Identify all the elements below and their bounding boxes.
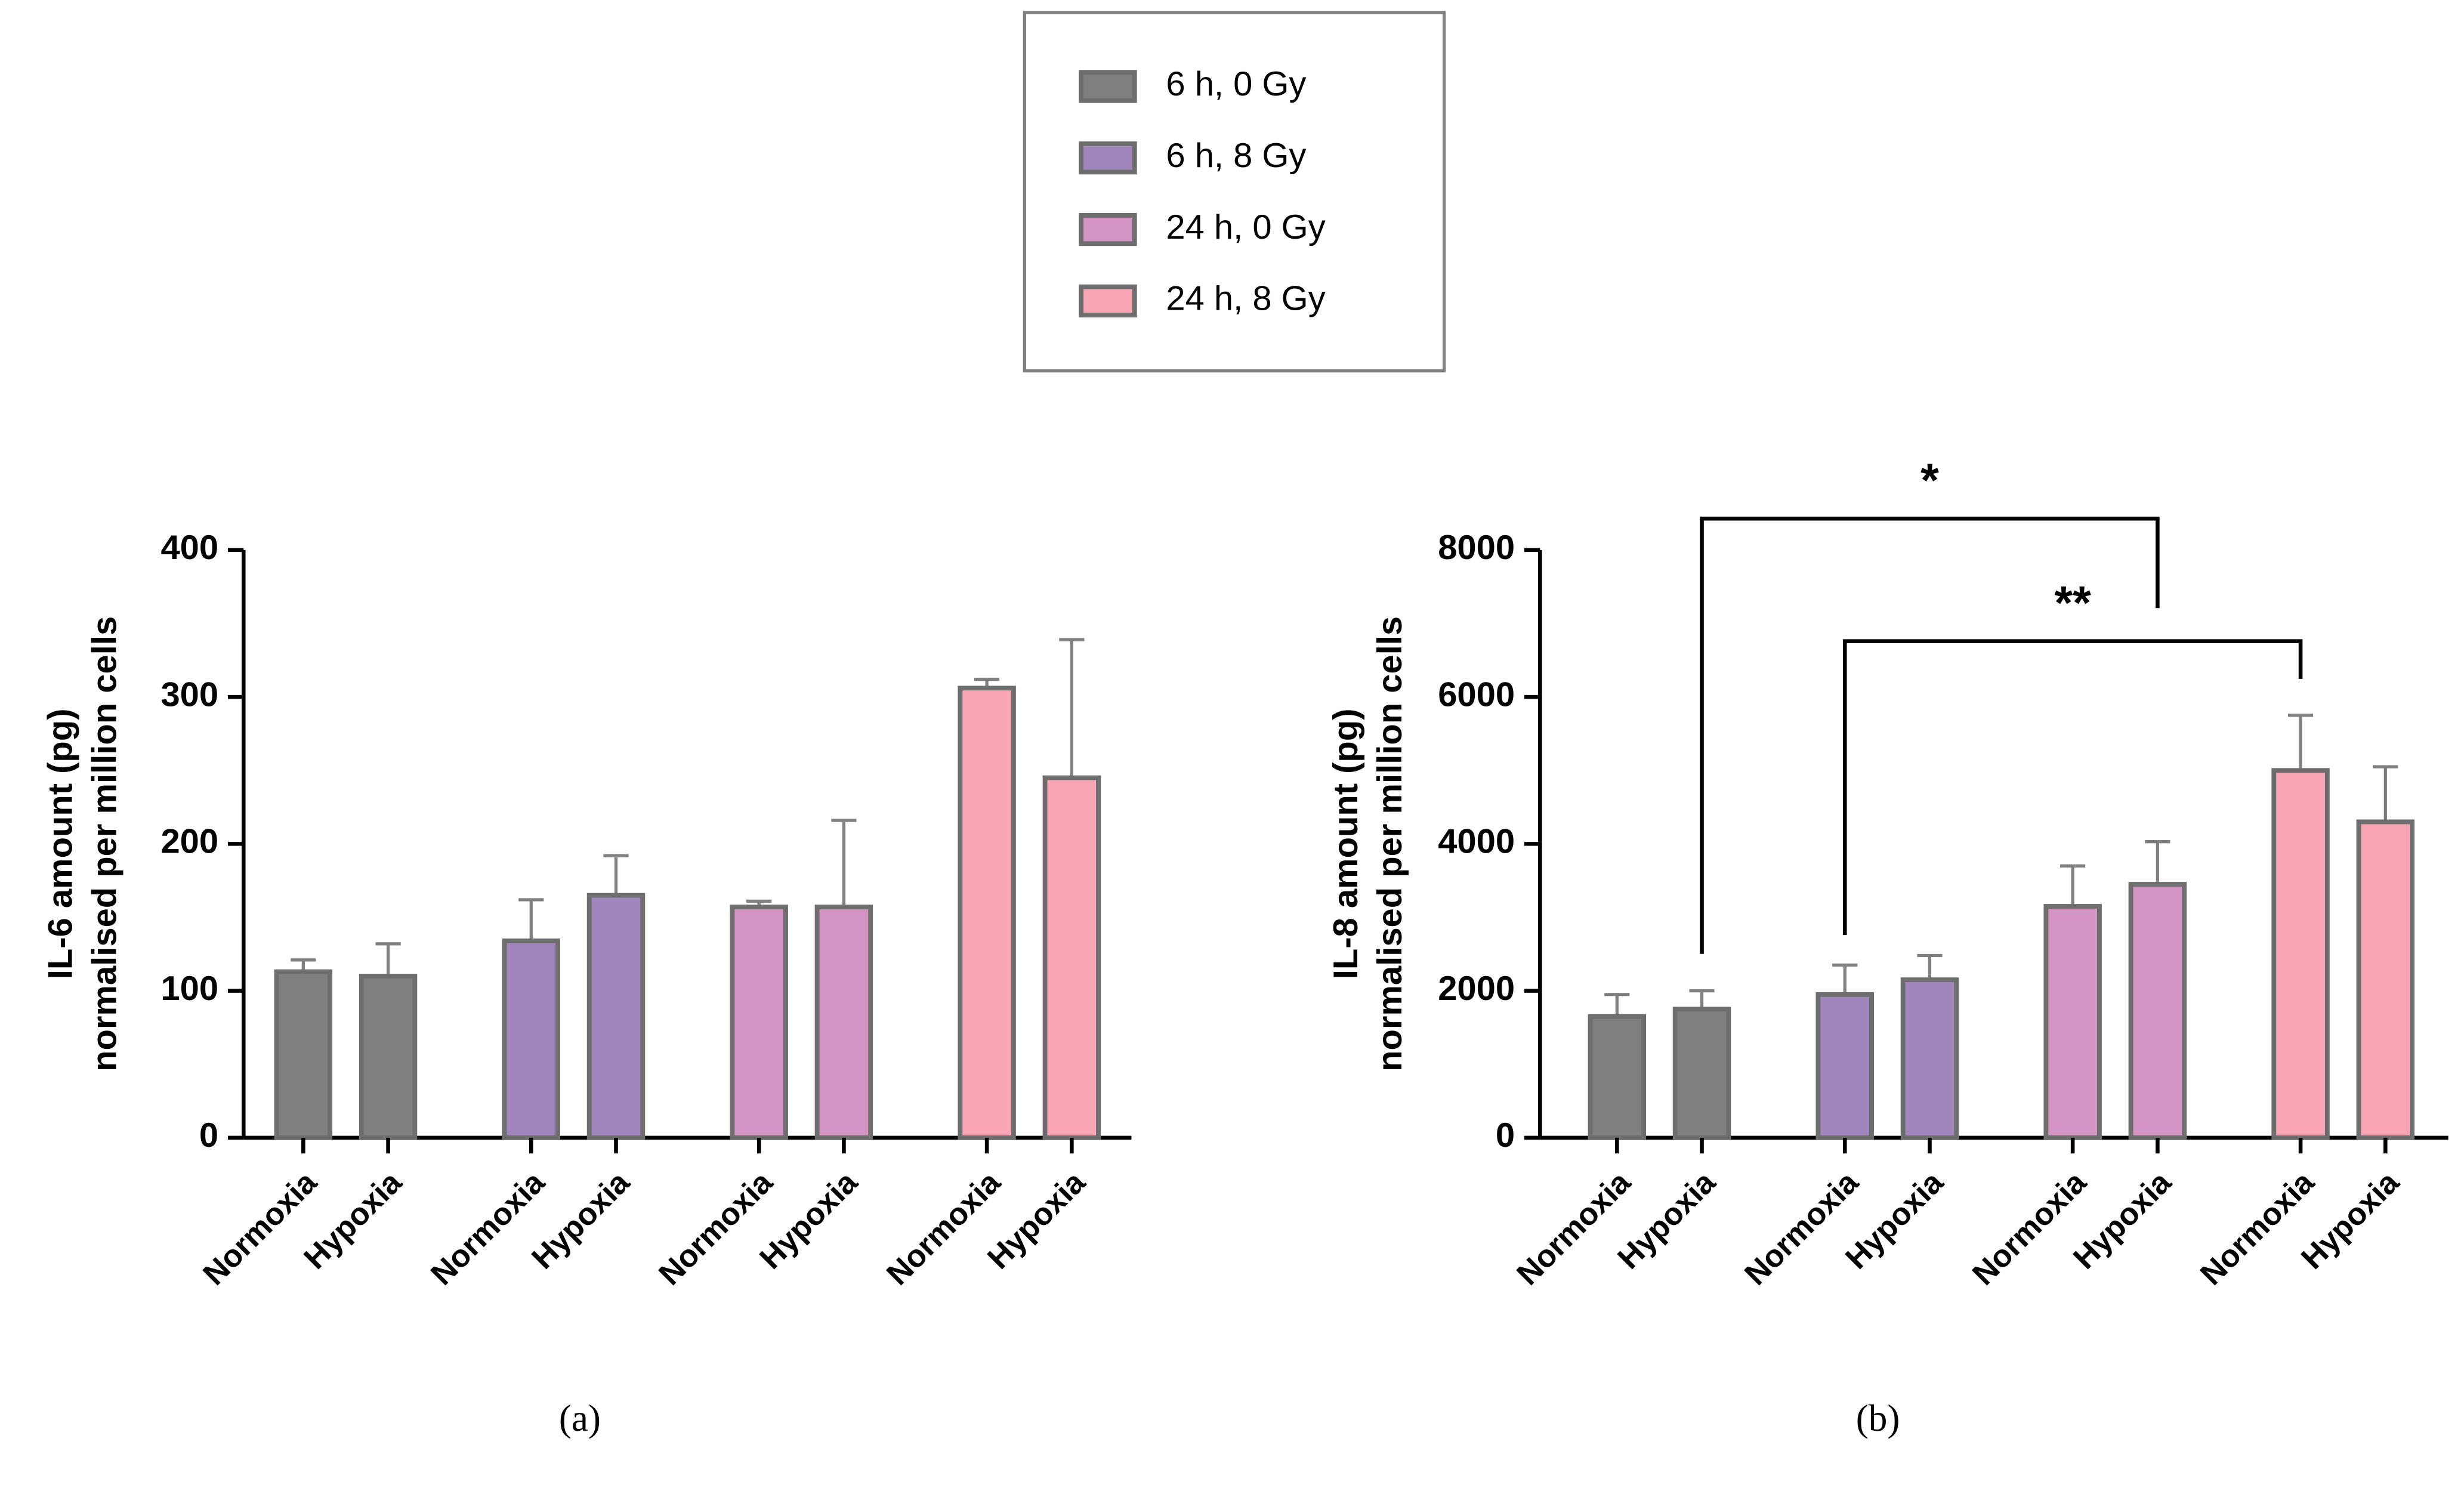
bar <box>1815 992 1874 1140</box>
legend-label: 6 h, 8 Gy <box>1166 137 1306 175</box>
legend-label: 6 h, 0 Gy <box>1166 65 1306 103</box>
x-tick-label: Normoxia <box>424 1164 552 1292</box>
y-axis-label: normalised per million cells <box>85 616 123 1072</box>
y-tick-label: 8000 <box>1438 529 1515 567</box>
bar <box>586 893 646 1140</box>
x-tick-label: Normoxia <box>2194 1164 2321 1292</box>
y-tick-label: 4000 <box>1438 823 1515 861</box>
legend-label: 24 h, 0 Gy <box>1166 208 1325 246</box>
y-tick-label: 2000 <box>1438 970 1515 1008</box>
x-tick-label: Normoxia <box>1510 1164 1638 1292</box>
bar <box>1042 775 1101 1140</box>
bar <box>814 905 873 1140</box>
legend-swatch <box>1079 284 1137 318</box>
x-tick-label: Normoxia <box>652 1164 780 1292</box>
x-tick-label: Normoxia <box>880 1164 1008 1292</box>
bar <box>2043 904 2102 1140</box>
caption: (b) <box>1856 1397 1900 1439</box>
bar <box>2128 882 2187 1140</box>
caption: (a) <box>559 1397 601 1439</box>
y-tick-label: 0 <box>199 1116 218 1155</box>
bar <box>359 974 418 1140</box>
legend-swatch <box>1079 141 1137 175</box>
y-axis-label: IL-6 amount (pg) <box>42 708 80 979</box>
x-tick-label: Normoxia <box>196 1164 324 1292</box>
y-tick-label: 100 <box>160 970 218 1008</box>
bar <box>958 686 1016 1140</box>
x-tick-label: Normoxia <box>1966 1164 2094 1292</box>
bar <box>2356 819 2415 1140</box>
bar <box>730 905 788 1140</box>
bar <box>1588 1014 1647 1140</box>
bar <box>502 938 560 1140</box>
bar <box>1900 977 1959 1140</box>
bar <box>1672 1007 1731 1140</box>
y-tick-label: 400 <box>160 529 218 567</box>
legend-swatch <box>1079 70 1137 103</box>
bar <box>2271 768 2330 1140</box>
y-tick-label: 200 <box>160 823 218 861</box>
significance-label: * <box>1920 453 1939 507</box>
significance-bracket <box>1842 639 2303 936</box>
significance-bracket <box>1700 516 2160 954</box>
y-axis-label: normalised per million cells <box>1371 616 1409 1072</box>
x-tick-label: Normoxia <box>1738 1164 1866 1292</box>
y-tick-label: 300 <box>160 675 218 714</box>
legend-label: 24 h, 8 Gy <box>1166 280 1325 318</box>
legend-swatch <box>1079 212 1137 246</box>
significance-label: ** <box>2054 576 2091 629</box>
y-tick-label: 6000 <box>1438 675 1515 714</box>
y-tick-label: 0 <box>1496 1116 1515 1155</box>
bar <box>274 969 333 1140</box>
y-axis-label: IL-8 amount (pg) <box>1327 708 1365 979</box>
